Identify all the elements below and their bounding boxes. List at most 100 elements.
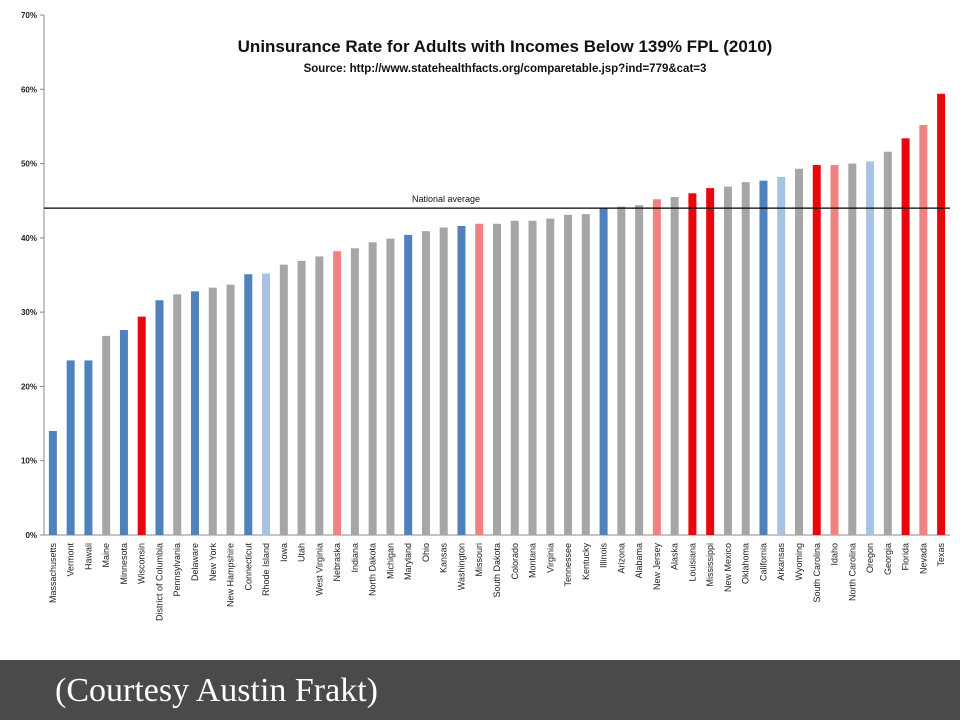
y-tick-label: 10%: [21, 457, 37, 466]
bar: [439, 227, 448, 535]
category-label: New York: [208, 543, 218, 582]
category-label: Mississippi: [705, 543, 715, 587]
category-label: Hawaii: [83, 543, 93, 570]
bar: [848, 163, 857, 536]
category-label: Delaware: [190, 543, 200, 581]
category-label: Utah: [297, 543, 307, 562]
category-label: Nebraska: [332, 543, 342, 582]
bars-layer: [48, 93, 946, 536]
category-label: Louisiana: [687, 543, 697, 582]
bar: [421, 231, 430, 535]
bar: [795, 168, 803, 535]
bar: [777, 176, 786, 535]
bar: [191, 291, 199, 535]
bar: [155, 300, 164, 535]
bar: [617, 206, 626, 535]
category-label: Florida: [901, 543, 911, 571]
category-label: Missouri: [474, 543, 484, 577]
y-tick-label: 30%: [21, 308, 37, 317]
bar: [457, 225, 466, 535]
y-tick-label: 70%: [21, 11, 37, 20]
bar: [812, 165, 821, 536]
category-label: Michigan: [385, 543, 395, 579]
bar: [652, 199, 661, 535]
bar: [599, 208, 608, 535]
bar: [528, 220, 537, 535]
bar: [279, 264, 288, 535]
bar: [901, 138, 910, 536]
category-label: California: [758, 543, 768, 581]
bar: [759, 180, 768, 535]
category-label: North Carolina: [847, 543, 857, 601]
y-tick-label: 20%: [21, 382, 37, 391]
bar: [866, 161, 875, 536]
category-label: Oregon: [865, 543, 875, 573]
category-label: South Carolina: [812, 543, 822, 603]
bar: [119, 329, 128, 535]
category-label: South Dakota: [492, 543, 502, 598]
bar-chart: 0% 10% 20% 30% 40% 50% 60% 70% National average…: [21, 11, 950, 622]
category-label: District of Columbia: [154, 543, 164, 621]
bar: [208, 287, 217, 535]
category-label: Alaska: [670, 543, 680, 570]
chart-title: Uninsurance Rate for Adults with Incomes…: [238, 37, 773, 56]
bar: [333, 251, 342, 535]
bar: [404, 234, 413, 535]
category-label: Colorado: [510, 543, 520, 580]
category-label: Ohio: [421, 543, 431, 562]
bar: [315, 256, 324, 535]
bar: [173, 294, 182, 535]
category-label: Massachusetts: [48, 543, 58, 604]
bar: [670, 197, 679, 535]
y-tick-label: 60%: [21, 85, 37, 94]
bar: [493, 223, 501, 535]
category-label: Oklahoma: [741, 543, 751, 584]
caption-bar: (Courtesy Austin Frakt): [0, 660, 960, 720]
category-label: Kentucky: [581, 543, 591, 581]
bar: [386, 238, 395, 535]
bar: [262, 273, 271, 535]
category-labels-layer: Massachusetts Vermont Hawaii Maine Minnesota…: [48, 543, 946, 622]
bar: [226, 284, 235, 535]
bar: [137, 316, 146, 535]
category-label: Wisconsin: [137, 543, 147, 584]
category-label: Kansas: [439, 543, 449, 574]
category-label: Montana: [528, 543, 538, 578]
y-tick-label: 0%: [25, 531, 37, 540]
category-label: Arizona: [616, 543, 626, 574]
category-label: Maine: [101, 543, 111, 568]
national-average-label: National average: [412, 194, 480, 204]
bar: [297, 260, 306, 535]
category-label: Illinois: [599, 543, 609, 569]
bar: [66, 360, 75, 535]
category-label: New Jersey: [652, 543, 662, 591]
y-tick-label: 50%: [21, 160, 37, 169]
category-label: Washington: [456, 543, 466, 590]
bar: [510, 220, 519, 535]
bar: [635, 205, 644, 535]
bar: [564, 214, 573, 536]
category-label: Rhode Island: [261, 543, 271, 596]
bar: [706, 188, 715, 536]
chart-subtitle: Source: http://www.statehealthfacts.org/…: [304, 63, 707, 75]
category-label: Iowa: [279, 543, 289, 562]
category-label: West Virginia: [314, 543, 324, 596]
bar: [919, 124, 928, 535]
category-label: Wyoming: [794, 543, 804, 580]
bar: [244, 274, 253, 535]
category-label: Pennsylvania: [172, 543, 182, 597]
bar: [723, 186, 732, 535]
bar: [48, 431, 57, 535]
category-label: Texas: [936, 543, 946, 567]
category-label: Minnesota: [119, 543, 129, 585]
bar: [883, 151, 892, 535]
category-label: Nevada: [918, 543, 928, 574]
bar: [368, 242, 377, 536]
bar: [350, 248, 359, 535]
bar: [830, 165, 839, 536]
category-label: Connecticut: [243, 543, 253, 591]
bar: [546, 218, 555, 536]
bar: [84, 360, 93, 535]
category-label: Indiana: [350, 543, 360, 573]
category-label: Virginia: [545, 543, 555, 573]
